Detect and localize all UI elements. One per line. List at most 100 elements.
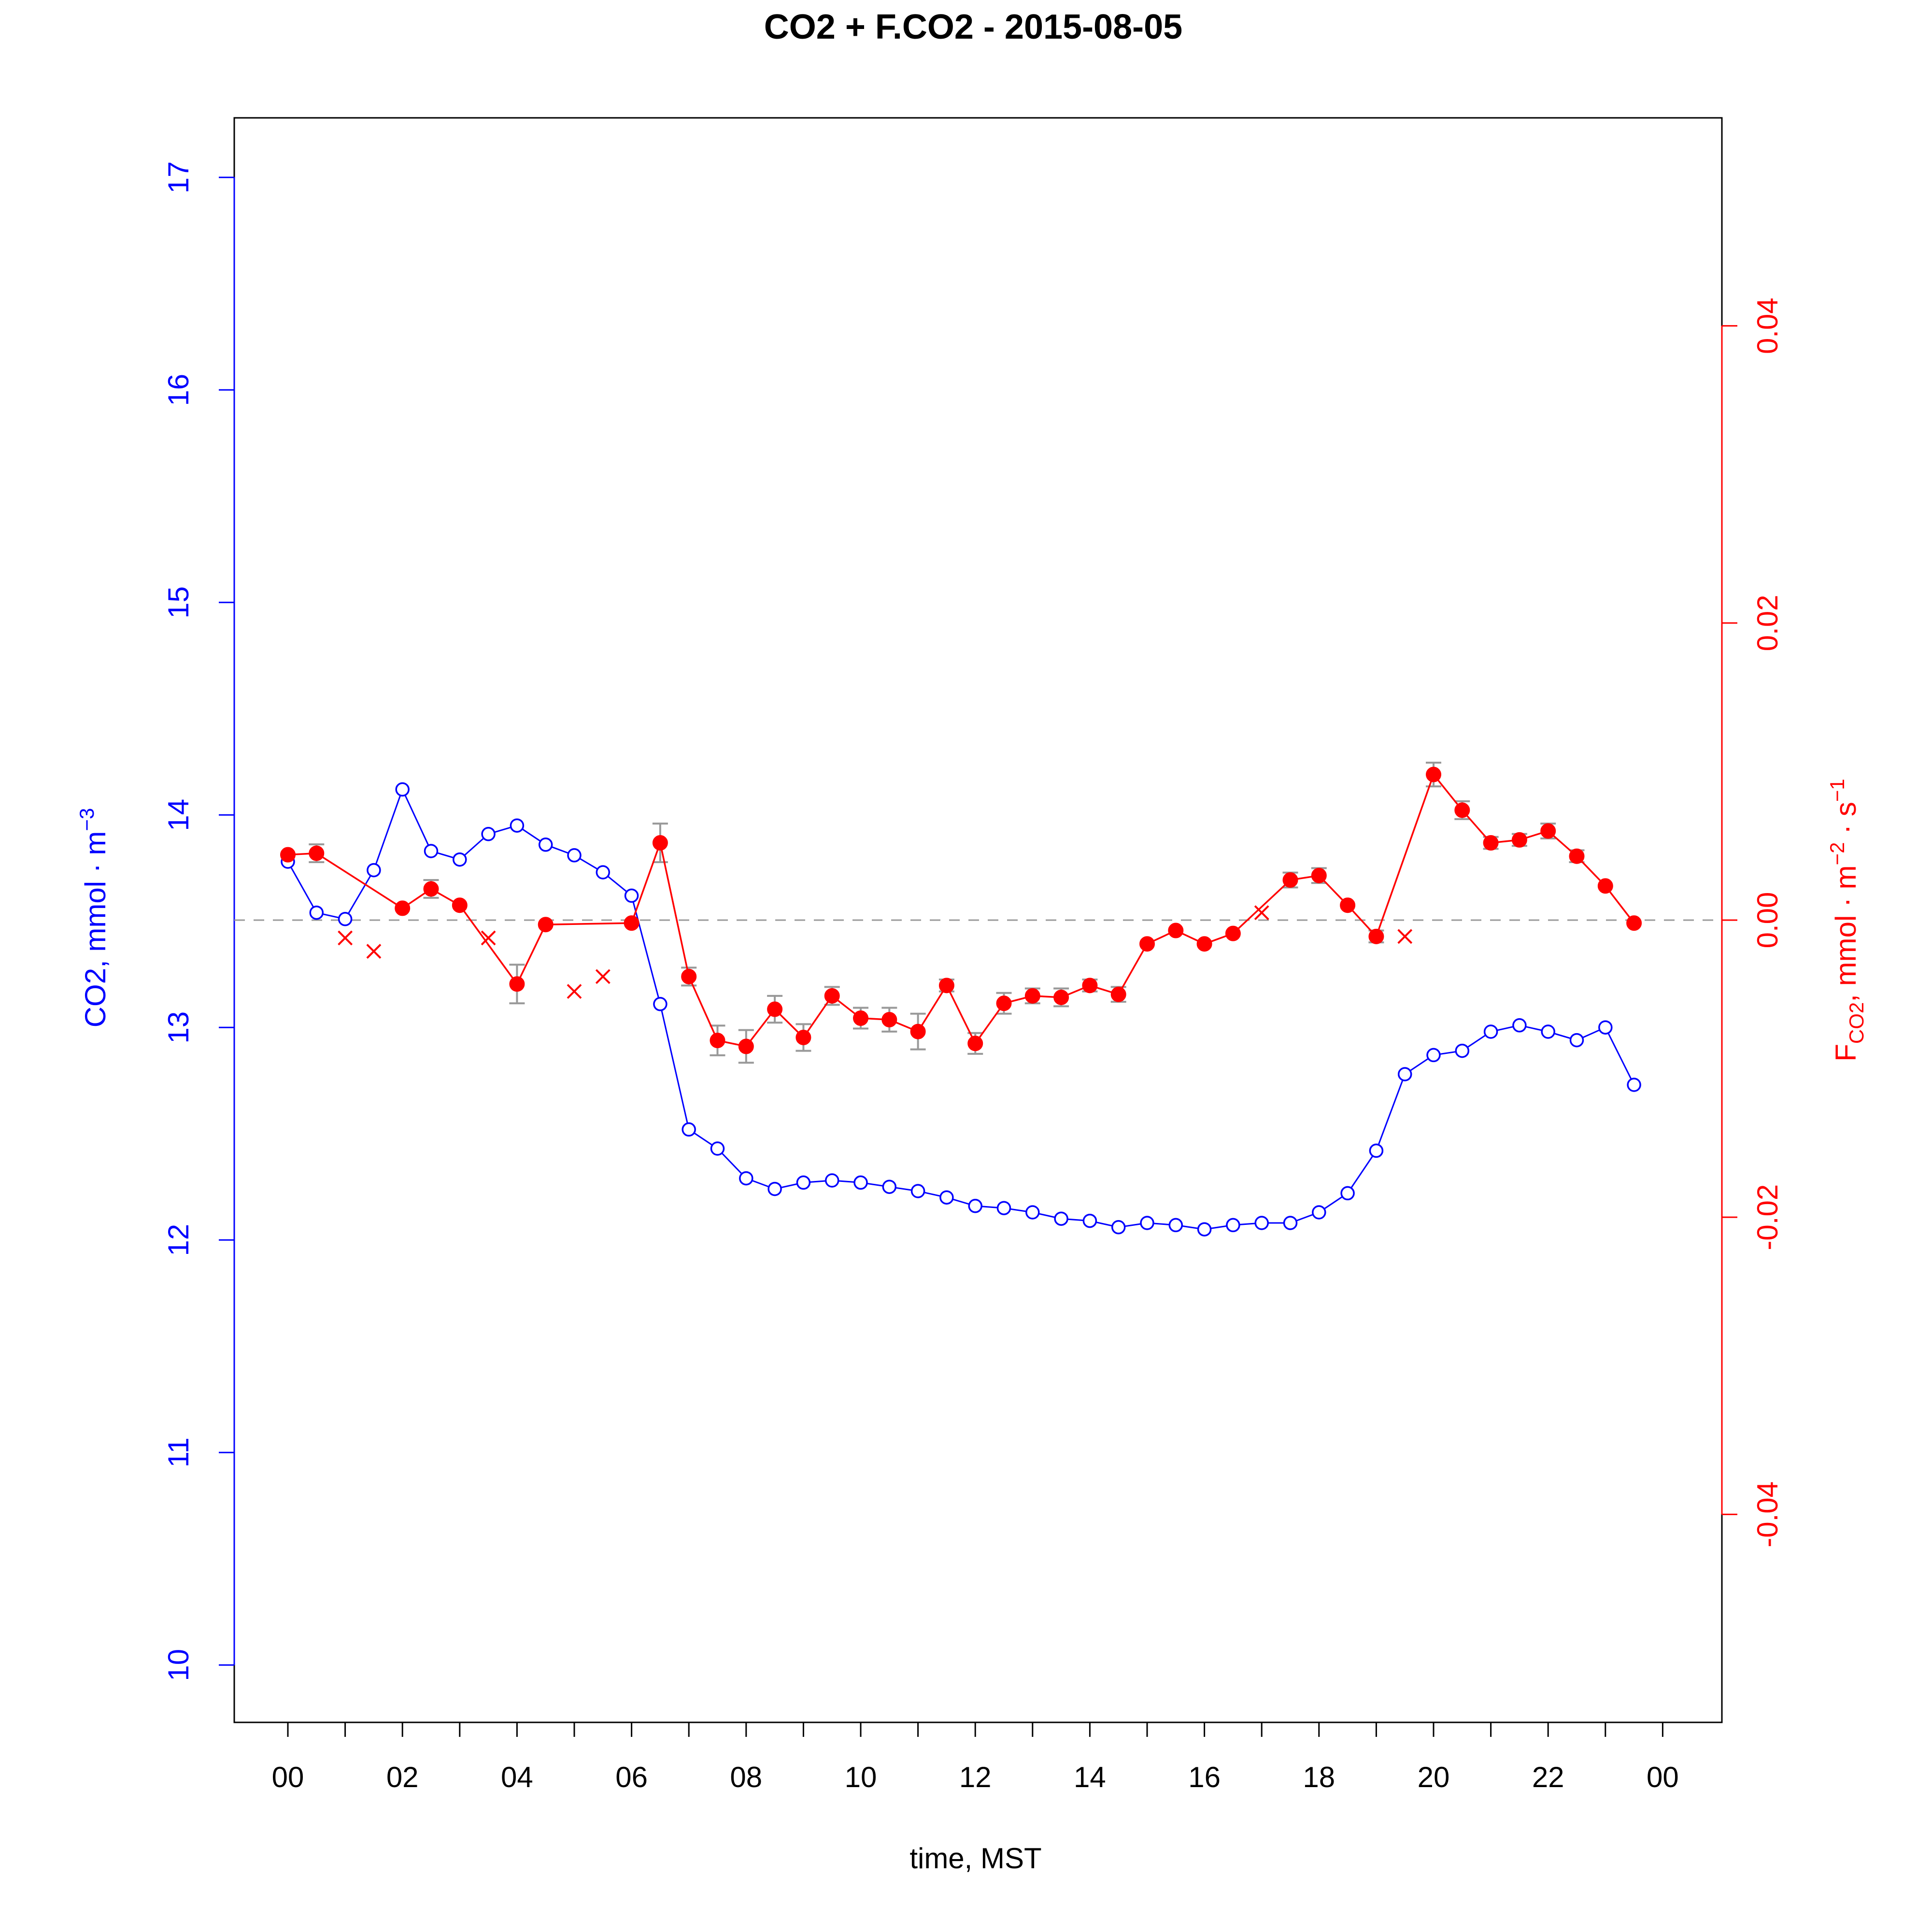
flux-point — [395, 900, 411, 916]
co2-point — [824, 1173, 839, 1188]
co2-point — [853, 1175, 868, 1190]
co2-point — [367, 863, 381, 878]
co2-point — [567, 848, 582, 863]
flux-point — [967, 1036, 983, 1051]
flux-point — [1426, 767, 1441, 782]
right-tick-label: -0.02 — [1751, 1184, 1784, 1250]
co2-point — [968, 1199, 982, 1213]
co2-point — [338, 912, 353, 926]
flux-point — [423, 881, 439, 897]
flux-point — [652, 835, 668, 851]
flux-flagged-point — [366, 944, 382, 959]
left-tick-label: 14 — [162, 799, 195, 831]
flux-flagged-stroke-b — [595, 969, 611, 984]
flux-point — [710, 1033, 725, 1049]
flux-point — [1196, 936, 1212, 952]
co2-point — [710, 1141, 725, 1156]
right-axis-title-subscript: CO2 — [1845, 1002, 1868, 1044]
flux-point — [767, 1001, 783, 1017]
flux-point — [1168, 923, 1184, 938]
co2-point — [653, 997, 668, 1011]
flux-point — [1511, 832, 1527, 848]
x-tick-label: 14 — [1074, 1761, 1106, 1793]
flux-flagged-point — [567, 984, 582, 999]
flux-flagged-stroke-b — [366, 944, 382, 959]
co2-point — [939, 1190, 954, 1205]
flux-flagged-stroke-b — [481, 930, 496, 946]
flux-point — [938, 978, 954, 994]
co2-point — [796, 1175, 811, 1190]
flux-point — [1110, 986, 1126, 1002]
flux-point — [881, 1012, 897, 1028]
flux-point — [509, 976, 525, 992]
flux-point — [1139, 936, 1155, 952]
flux-point — [280, 847, 296, 863]
left-axis: 10 11 12 13 14 15 16 17 — [162, 161, 235, 1681]
flux-point — [910, 1023, 926, 1039]
co2-point — [1226, 1218, 1240, 1233]
co2-point — [1512, 1018, 1527, 1033]
flux-point — [996, 995, 1012, 1011]
co2-point — [1168, 1218, 1183, 1233]
co2-point — [1054, 1211, 1068, 1226]
flux-point — [1024, 988, 1040, 1004]
flux-point — [853, 1010, 868, 1026]
flux-flagged-point — [481, 930, 496, 946]
co2-point — [1140, 1216, 1154, 1230]
x-tick-label: 18 — [1303, 1761, 1335, 1793]
x-tick-label: 10 — [845, 1761, 877, 1793]
co2-point — [481, 827, 496, 841]
flux-point — [1569, 848, 1585, 864]
flux-point — [1311, 867, 1327, 883]
flux-flagged-point — [595, 969, 611, 984]
right-axis-title-text-2: · s — [1830, 802, 1862, 842]
flux-point — [1597, 878, 1613, 894]
flux-point — [1053, 989, 1069, 1005]
x-tick-label: 16 — [1188, 1761, 1221, 1793]
flux-point — [1282, 872, 1298, 888]
flux-point — [1626, 915, 1642, 931]
right-tick-label: 0.00 — [1751, 892, 1784, 949]
x-tick-label: 04 — [501, 1761, 533, 1793]
flux-flagged-stroke-b — [1254, 905, 1269, 921]
co2-point — [1312, 1205, 1326, 1220]
co2-point — [1426, 1048, 1441, 1063]
flux-point — [1368, 928, 1384, 944]
flux-point — [1540, 823, 1556, 839]
right-axis-title: FCO2, mmol · m−2 · s−1 — [1826, 779, 1868, 1061]
co2-point — [1627, 1078, 1641, 1092]
co2-point — [1397, 1067, 1412, 1081]
flux-point — [1082, 978, 1098, 994]
flux-point — [1454, 802, 1470, 818]
left-tick-label: 12 — [162, 1224, 195, 1256]
left-axis-title-superscript: −3 — [75, 808, 98, 831]
co2-point — [767, 1181, 782, 1196]
co2-point — [996, 1201, 1011, 1215]
chart-title: CO2 + F.CO2 - 2015-08-05 — [764, 8, 1182, 46]
right-tick-label: -0.04 — [1751, 1481, 1784, 1548]
co2-point — [1455, 1043, 1470, 1058]
flux-point — [796, 1029, 811, 1045]
right-tick-label: 0.02 — [1751, 595, 1784, 651]
x-tick-label: 08 — [730, 1761, 762, 1793]
flux-flagged-stroke-b — [567, 984, 582, 999]
right-axis-title-text: , mmol · m — [1830, 865, 1862, 1002]
co2-point — [1254, 1216, 1269, 1230]
right-axis-title-superscript-2: −1 — [1826, 779, 1848, 802]
right-axis-title-prefix: F — [1830, 1044, 1862, 1062]
flux-flagged-point — [1397, 929, 1413, 944]
x-tick-label: 22 — [1532, 1761, 1564, 1793]
left-tick-label: 16 — [162, 374, 195, 406]
co2-point — [1541, 1024, 1555, 1039]
flux-flagged-point — [1254, 905, 1269, 921]
right-axis-title-superscript-1: −2 — [1826, 842, 1848, 866]
co2-point — [1340, 1186, 1355, 1201]
x-tick-label: 00 — [272, 1761, 304, 1793]
flux-point — [681, 968, 697, 984]
co2-point — [624, 888, 639, 903]
co2-point — [910, 1184, 925, 1198]
co2-point — [1483, 1024, 1498, 1039]
flux-point — [824, 988, 840, 1004]
